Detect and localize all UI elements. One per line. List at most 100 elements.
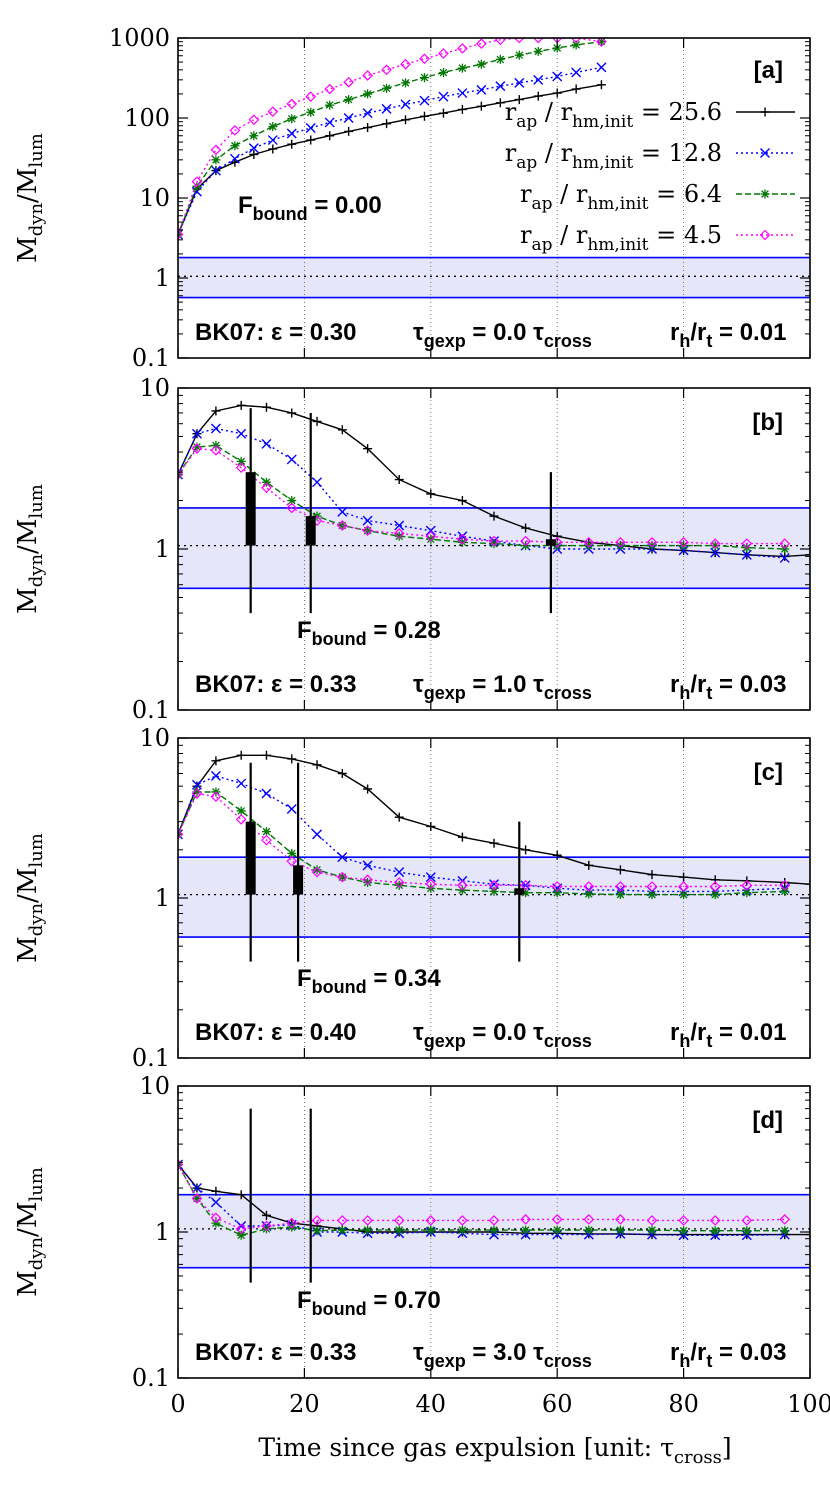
data-point-12.8 xyxy=(394,520,405,531)
data-point-12.8 xyxy=(305,123,316,133)
data-point-6.4 xyxy=(438,68,448,78)
panel-0: 0.1 1 10 100 1000 [a] Fbound = 0.00 BK07: ε = 0… xyxy=(109,24,811,372)
data-point-4.5 xyxy=(646,881,658,892)
x-tick-label: 80 xyxy=(668,1390,699,1418)
error-box xyxy=(245,821,256,895)
data-point-4.5 xyxy=(267,106,279,118)
bk07-label: BK07: ε = 0.33 xyxy=(195,671,356,698)
series-line-6.4 xyxy=(178,444,785,550)
series-line-12.8 xyxy=(178,1164,785,1237)
data-point-4.5 xyxy=(709,538,721,549)
data-point-6.4 xyxy=(192,1193,202,1203)
data-point-6.4 xyxy=(401,78,411,88)
data-point-25.6 xyxy=(533,91,543,101)
data-point-4.5 xyxy=(362,70,373,81)
legend: rap / rhm,init = 25.6 rap / rhm,init = 12… xyxy=(505,98,795,255)
data-point-4.5 xyxy=(646,1215,658,1226)
data-point-4.5 xyxy=(425,1215,437,1226)
x-tick-label: 20 xyxy=(289,1390,320,1418)
data-point-4.5 xyxy=(419,53,430,65)
data-point-12.8 xyxy=(741,1230,752,1241)
f-bound-annotation: Fbound = 0.34 xyxy=(297,965,441,997)
y-axis-label-0: Mdyn/Mlum xyxy=(13,133,47,263)
data-point-4.5 xyxy=(178,469,184,480)
data-point-12.8 xyxy=(210,423,221,434)
data-point-4.5 xyxy=(286,98,298,110)
panel-1: 0.1 1 10 [b] Fbound = 0.28 BK07: ε = 0.33 τgex… xyxy=(132,374,811,724)
data-point-25.6 xyxy=(552,88,562,98)
data-point-6.4 xyxy=(647,541,657,551)
data-point-12.8 xyxy=(710,547,721,558)
data-point-25.6 xyxy=(211,406,221,416)
data-point-4.5 xyxy=(615,536,626,548)
data-point-12.8 xyxy=(312,829,323,840)
x-tick-label: 60 xyxy=(542,1390,573,1418)
data-point-6.4 xyxy=(552,888,562,898)
series-line-4.5 xyxy=(178,1164,785,1230)
data-point-6.4 xyxy=(394,531,404,541)
data-point-6.4 xyxy=(268,122,278,132)
data-point-12.8 xyxy=(678,1230,689,1241)
data-point-6.4 xyxy=(780,544,790,554)
data-point-12.8 xyxy=(248,143,259,154)
panel-label: [a] xyxy=(754,57,783,84)
x-tick-label: 0 xyxy=(170,1390,185,1418)
series-line-6.4 xyxy=(178,1164,785,1237)
data-point-6.4 xyxy=(419,73,429,83)
data-point-6.4 xyxy=(394,880,404,890)
data-point-4.5 xyxy=(551,881,563,892)
data-point-4.5 xyxy=(400,58,411,70)
panel-2: 0.1 1 10 [c] Fbound = 0.34 BK07: ε = 0.40 τgex… xyxy=(132,724,811,1072)
data-point-4.5 xyxy=(305,91,317,102)
bk07-label: BK07: ε = 0.40 xyxy=(195,1019,356,1046)
data-point-4.5 xyxy=(286,855,298,867)
data-point-4.5 xyxy=(362,874,373,886)
data-point-4.5 xyxy=(457,533,468,545)
data-point-4.5 xyxy=(583,536,595,548)
data-point-25.6 xyxy=(438,108,448,118)
data-point-6.4 xyxy=(426,1225,436,1235)
data-point-25.6 xyxy=(521,845,531,855)
error-box xyxy=(514,888,525,895)
data-point-4.5 xyxy=(520,535,531,547)
data-point-6.4 xyxy=(192,442,202,452)
data-point-4.5 xyxy=(513,38,525,44)
y-tick-label: 10 xyxy=(139,1072,170,1100)
data-point-25.6 xyxy=(344,126,354,136)
data-point-25.6 xyxy=(337,425,347,435)
data-point-6.4 xyxy=(596,38,606,47)
data-point-4.5 xyxy=(235,1223,247,1235)
series-line-4.5 xyxy=(178,792,785,888)
data-point-4.5 xyxy=(457,1215,468,1226)
data-point-4.5 xyxy=(393,528,405,539)
rh-rt-label: rh/rt = 0.01 xyxy=(670,319,786,351)
data-point-4.5 xyxy=(678,1215,689,1226)
data-point-25.6 xyxy=(261,402,271,412)
data-point-4.5 xyxy=(457,879,468,891)
y-tick-label: 10 xyxy=(139,184,170,212)
data-point-25.6 xyxy=(489,511,499,521)
data-point-6.4 xyxy=(476,59,486,69)
data-point-6.4 xyxy=(363,89,373,99)
data-point-6.4 xyxy=(615,541,625,551)
data-point-25.6 xyxy=(236,400,246,410)
data-point-25.6 xyxy=(401,115,411,125)
data-point-6.4 xyxy=(710,1226,720,1236)
panel-label: [b] xyxy=(752,409,783,436)
data-point-6.4 xyxy=(394,1225,404,1235)
data-point-4.5 xyxy=(210,791,222,802)
data-point-4.5 xyxy=(646,536,658,548)
data-point-4.5 xyxy=(438,48,449,59)
data-point-4.5 xyxy=(583,881,595,892)
data-point-6.4 xyxy=(514,50,524,60)
data-point-4.5 xyxy=(488,879,500,891)
f-bound-annotation: Fbound = 0.28 xyxy=(297,617,441,649)
data-point-6.4 xyxy=(211,155,221,165)
data-point-25.6 xyxy=(647,870,657,880)
rh-rt-label: rh/rt = 0.01 xyxy=(670,1019,786,1051)
f-bound-annotation: Fbound = 0.00 xyxy=(238,192,382,224)
data-point-6.4 xyxy=(236,456,246,466)
data-point-4.5 xyxy=(551,1214,563,1225)
data-point-25.6 xyxy=(780,877,790,887)
tau-gexp-label: τgexp = 1.0 τcross xyxy=(413,671,592,703)
